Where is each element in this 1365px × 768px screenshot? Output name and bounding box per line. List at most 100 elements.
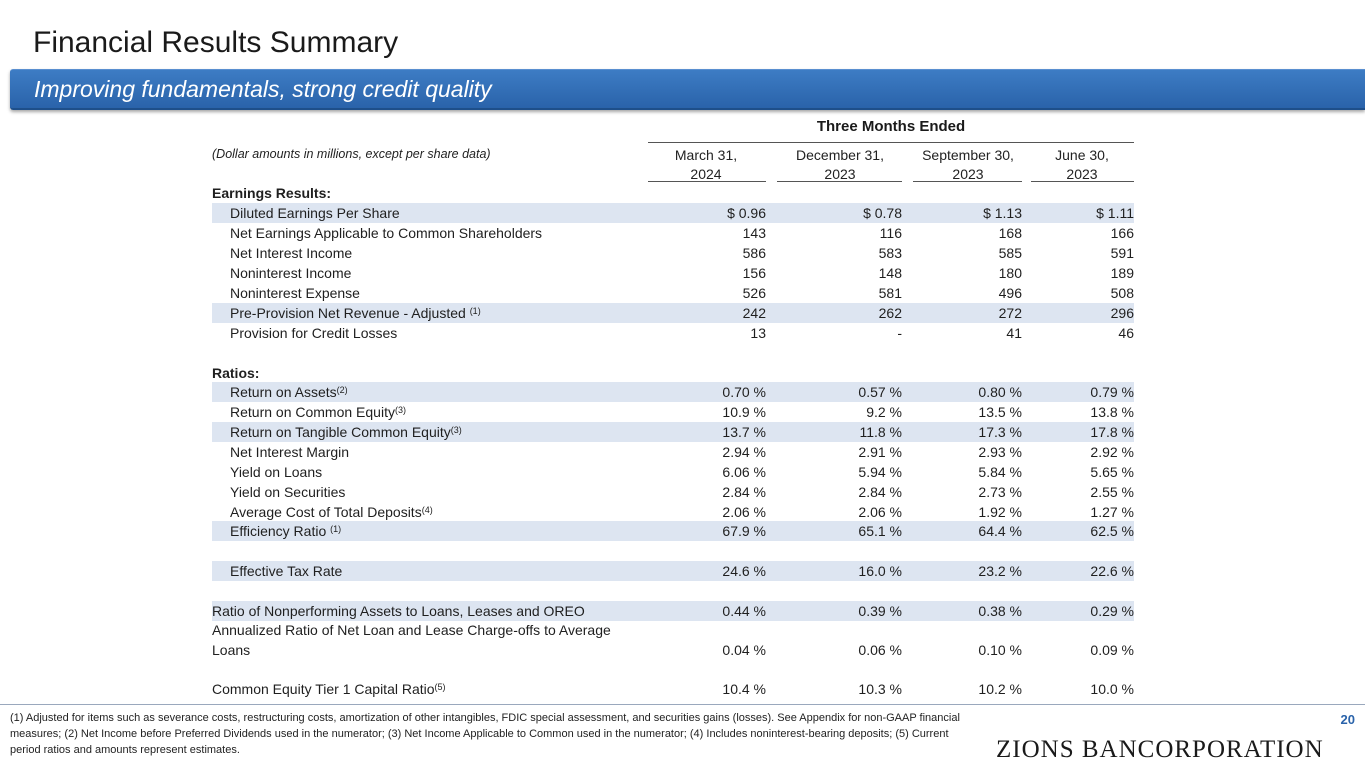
column-header-jun-2023: June 30, 2023 bbox=[1032, 146, 1132, 184]
column-header-line2: 2023 bbox=[952, 166, 984, 182]
table-row: Pre-Provision Net Revenue - Adjusted (1)… bbox=[212, 303, 1134, 323]
cell-value: 9.2 % bbox=[866, 404, 902, 420]
cell-value: 13 bbox=[750, 325, 766, 341]
cell-value: 11.8 % bbox=[859, 424, 902, 440]
column-header-rule bbox=[777, 181, 902, 182]
cell-value: 0.10 % bbox=[978, 642, 1022, 658]
table-row: Annualized Ratio of Net Loan and Lease C… bbox=[212, 620, 1134, 660]
cell-value: 46 bbox=[1118, 325, 1134, 341]
table-row: Yield on Securities 2.84 % 2.84 % 2.73 % 2.5… bbox=[212, 482, 1134, 502]
cell-value: 13.8 % bbox=[1090, 404, 1134, 420]
row-label: Average Cost of Total Deposits(4) bbox=[230, 502, 433, 522]
row-label: Ratio of Nonperforming Assets to Loans, … bbox=[212, 601, 585, 621]
cell-value: $ 1.11 bbox=[1096, 205, 1134, 221]
row-label-text: Efficiency Ratio bbox=[230, 523, 331, 539]
column-header-rule bbox=[1031, 181, 1134, 182]
cell-value: 2.06 % bbox=[858, 504, 902, 520]
section-label: Ratios: bbox=[212, 365, 260, 381]
cell-value: 2.91 % bbox=[858, 444, 902, 460]
cell-value: $ 0.78 bbox=[863, 205, 902, 221]
column-header-line1: June 30, bbox=[1055, 147, 1109, 163]
row-label-text: Provision for Credit Losses bbox=[230, 325, 398, 341]
cell-value: 148 bbox=[878, 265, 902, 281]
page-title: Financial Results Summary bbox=[33, 26, 399, 59]
cell-value: 17.8 % bbox=[1090, 424, 1134, 440]
cell-value: 10.9 % bbox=[722, 404, 766, 420]
row-label-text: Net Interest Margin bbox=[230, 444, 350, 460]
cell-value: 166 bbox=[1110, 225, 1134, 241]
row-label: Return on Tangible Common Equity(3) bbox=[230, 422, 462, 442]
row-label: Net Interest Income bbox=[230, 243, 352, 263]
row-label-text: Net Earnings Applicable to Common Shareh… bbox=[230, 225, 543, 241]
table-row: Net Earnings Applicable to Common Shareh… bbox=[212, 223, 1134, 243]
cell-value: $ 0.96 bbox=[727, 205, 766, 221]
cell-value: 5.94 % bbox=[858, 464, 902, 480]
row-label: Return on Assets(2) bbox=[230, 382, 348, 402]
row-label: Diluted Earnings Per Share bbox=[230, 203, 400, 223]
page-number: 20 bbox=[1340, 712, 1355, 727]
table-row: Return on Assets(2) 0.70 % 0.57 % 0.80 % 0.7… bbox=[212, 382, 1134, 402]
cell-value: 10.4 % bbox=[722, 681, 766, 697]
row-label: Noninterest Income bbox=[230, 263, 351, 283]
row-label-text: Ratio of Nonperforming Assets to Loans, … bbox=[212, 603, 585, 619]
row-label-text: Return on Common Equity bbox=[230, 404, 395, 420]
cell-value: 62.5 % bbox=[1090, 523, 1134, 539]
table-row: Net Interest Income 586 583 585 591 bbox=[212, 243, 1134, 263]
cell-value: 0.70 % bbox=[722, 384, 766, 400]
footnote: (1) Adjusted for items such as severance… bbox=[10, 712, 960, 756]
company-logo: ZIONS BANCORPORATION bbox=[996, 736, 1324, 763]
column-header-rule bbox=[913, 181, 1022, 182]
row-label: Efficiency Ratio (1) bbox=[230, 521, 341, 541]
cell-value: 0.80 % bbox=[978, 384, 1022, 400]
row-label: Yield on Loans bbox=[230, 462, 322, 482]
cell-value: 262 bbox=[878, 305, 902, 321]
table-row: Effective Tax Rate 24.6 % 16.0 % 23.2 % 22.6… bbox=[212, 561, 1134, 581]
cell-value: 591 bbox=[1110, 245, 1134, 261]
footnote-reference: (2) bbox=[336, 385, 348, 395]
cell-value: 0.57 % bbox=[858, 384, 902, 400]
row-label: Pre-Provision Net Revenue - Adjusted (1) bbox=[230, 303, 481, 323]
row-label-text: Return on Assets bbox=[230, 384, 337, 400]
cell-value: 65.1 % bbox=[858, 523, 902, 539]
cell-value: 2.73 % bbox=[978, 484, 1022, 500]
column-header-dec-2023: December 31, 2023 bbox=[784, 146, 896, 184]
row-label-text: Annualized Ratio of Net Loan and Lease C… bbox=[212, 622, 611, 658]
footnote-reference: (1) bbox=[469, 306, 481, 316]
column-header-sep-2023: September 30, 2023 bbox=[912, 146, 1024, 184]
cell-value: 24.6 % bbox=[722, 563, 766, 579]
cell-value: 5.84 % bbox=[978, 464, 1022, 480]
cell-value: 583 bbox=[878, 245, 902, 261]
cell-value: 23.2 % bbox=[978, 563, 1022, 579]
cell-value: 296 bbox=[1110, 305, 1134, 321]
cell-value: 0.44 % bbox=[722, 603, 766, 619]
footnote-reference: (1) bbox=[330, 524, 342, 534]
cell-value: 143 bbox=[742, 225, 766, 241]
row-label: Annualized Ratio of Net Loan and Lease C… bbox=[212, 620, 632, 660]
cell-value: 10.3 % bbox=[858, 681, 902, 697]
footnote-reference: (3) bbox=[450, 425, 462, 435]
footer-rule bbox=[0, 704, 1365, 705]
cell-value: 2.55 % bbox=[1090, 484, 1134, 500]
cell-value: 189 bbox=[1110, 265, 1134, 281]
column-header-mar-2024: March 31, 2024 bbox=[660, 146, 752, 184]
table-row: Return on Tangible Common Equity(3) 13.7 … bbox=[212, 422, 1134, 442]
table-row: Net Interest Margin 2.94 % 2.91 % 2.93 % 2.9… bbox=[212, 442, 1134, 462]
row-label: Noninterest Expense bbox=[230, 283, 360, 303]
cell-value: 0.09 % bbox=[1090, 642, 1134, 658]
column-header-line2: 2024 bbox=[690, 166, 722, 182]
row-label-text: Noninterest Income bbox=[230, 265, 352, 281]
cell-value: 1.92 % bbox=[978, 504, 1022, 520]
row-label: Net Earnings Applicable to Common Shareh… bbox=[230, 223, 542, 243]
row-label-text: Pre-Provision Net Revenue - Adjusted bbox=[230, 305, 470, 321]
period-header-rule bbox=[648, 142, 1134, 143]
column-header-line1: March 31, bbox=[674, 147, 738, 163]
section-header-ratios: Ratios: bbox=[212, 363, 1134, 383]
cell-value: 0.39 % bbox=[858, 603, 902, 619]
column-header-line1: September 30, bbox=[922, 147, 1014, 163]
row-label-text: Common Equity Tier 1 Capital Ratio bbox=[212, 681, 435, 697]
cell-value: 272 bbox=[998, 305, 1022, 321]
table-row: Provision for Credit Losses 13 - 41 46 bbox=[212, 323, 1134, 343]
table-row: Efficiency Ratio (1) 67.9 % 65.1 % 64.4 % 62… bbox=[212, 521, 1134, 541]
table-row: Noninterest Income 156 148 180 189 bbox=[212, 263, 1134, 283]
row-label-text: Average Cost of Total Deposits bbox=[230, 504, 422, 520]
